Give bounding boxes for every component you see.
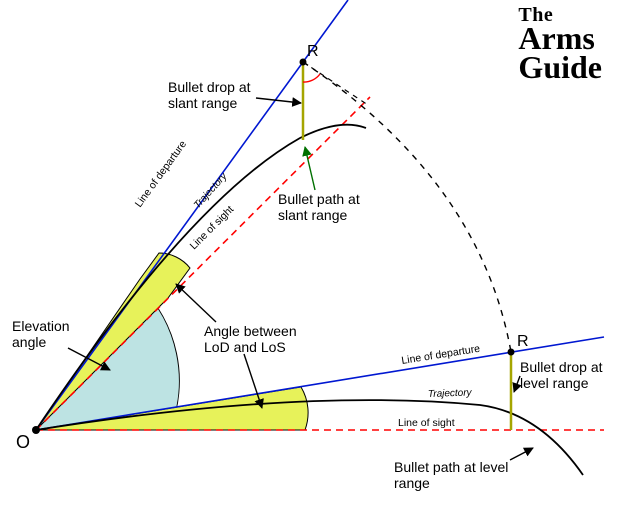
target-level-label: R: [517, 333, 529, 350]
label-bullet_drop_slant: Bullet drop atslant range: [168, 79, 251, 111]
logo: The Arms Guide: [518, 6, 602, 82]
label-bullet_path_slant: Bullet path atslant range: [278, 191, 360, 223]
line-label-level_los: Line of sight: [398, 417, 455, 429]
label-bullet_drop_level: Bullet drop atlevel range: [520, 359, 603, 391]
target-slant-point: [300, 59, 307, 66]
origin-point: [32, 426, 40, 434]
logo-line3: Guide: [518, 53, 602, 82]
angle-mark-at-R: [303, 74, 320, 82]
svg-text:Bullet drop at: Bullet drop at: [168, 79, 251, 95]
svg-text:slant range: slant range: [168, 95, 237, 111]
line-label-slant_traj: Trajectory: [192, 170, 230, 211]
label-elevation_angle: Elevationangle: [12, 318, 70, 350]
svg-text:LoD and LoS: LoD and LoS: [204, 339, 286, 355]
origin-label: O: [16, 432, 30, 452]
svg-text:Bullet path at: Bullet path at: [278, 191, 360, 207]
label-angle_between: Angle betweenLoD and LoS: [204, 323, 297, 355]
line-label-slant_lod: Line of departure: [133, 138, 189, 209]
target-slant-label: R: [307, 43, 319, 60]
svg-text:angle: angle: [12, 334, 46, 350]
slant-line-of-sight: [36, 97, 370, 430]
line-label-level_traj: Trajectory: [428, 387, 473, 400]
target-level-point: [508, 349, 515, 356]
slant-lod-dashed-extension: [303, 62, 368, 105]
svg-text:Angle between: Angle between: [204, 323, 297, 339]
label-bullet_path_level: Bullet path at levelrange: [394, 459, 508, 491]
svg-text:level range: level range: [520, 375, 589, 391]
svg-text:Elevation: Elevation: [12, 318, 70, 334]
svg-text:Bullet drop at: Bullet drop at: [520, 359, 603, 375]
svg-text:slant range: slant range: [278, 207, 347, 223]
svg-text:range: range: [394, 475, 430, 491]
svg-text:Bullet path at level: Bullet path at level: [394, 459, 508, 475]
